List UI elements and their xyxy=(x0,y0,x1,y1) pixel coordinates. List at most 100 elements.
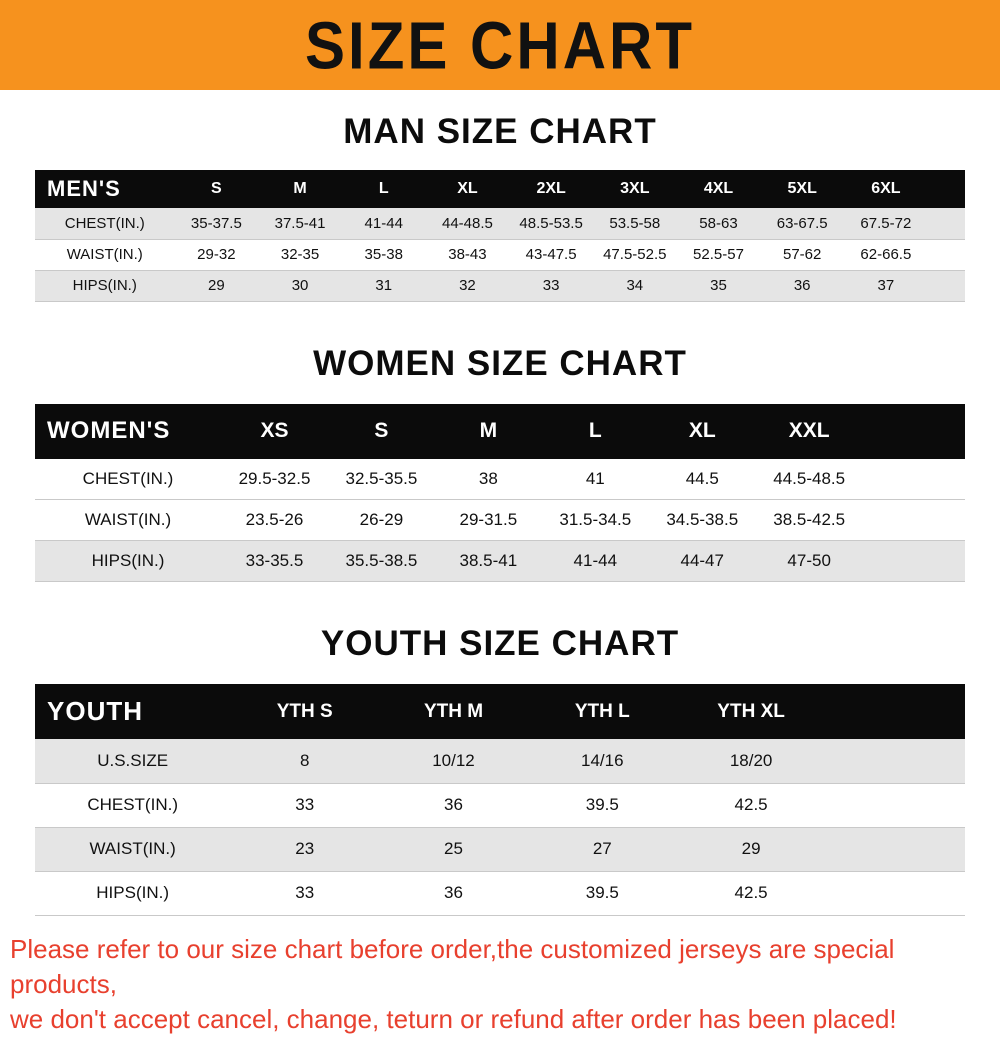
size-header-cell: M xyxy=(258,170,342,208)
size-header-cell: S xyxy=(327,403,435,459)
man-size-chart-heading: MAN SIZE CHART xyxy=(343,112,657,151)
value-cell: 29-32 xyxy=(174,239,259,271)
value-cell: 38.5-42.5 xyxy=(755,499,863,541)
size-header-cell: YTH S xyxy=(230,684,380,739)
value-cell: 57-62 xyxy=(760,239,845,271)
table-row: WAIST(IN.) 29-32 32-35 35-38 38-43 43-47.5 47.… xyxy=(35,239,965,271)
value-cell: 43-47.5 xyxy=(509,239,593,271)
youth-size-chart-heading: YOUTH SIZE CHART xyxy=(320,624,680,663)
size-header-cell: 4XL xyxy=(676,170,761,208)
men-size-table: MEN'S S M L XL 2XL 3XL 4XL 5XL 6XL CHEST(IN.) 35-37… xyxy=(35,170,965,302)
women-size-chart-section: WOMEN SIZE CHART WOMEN'S XS S M L XL XXL CHEST(… xyxy=(0,343,1000,582)
size-header-cell: XS xyxy=(221,403,328,459)
women-size-chart-heading: WOMEN SIZE CHART xyxy=(313,343,687,383)
value-cell: 32-35 xyxy=(258,239,342,271)
size-header-cell: 6XL xyxy=(844,170,928,208)
table-header-row: YOUTH YTH S YTH M YTH L YTH XL xyxy=(35,684,965,739)
value-cell: 27 xyxy=(527,827,677,872)
value-cell: 35-38 xyxy=(341,239,426,271)
table-row: WAIST(IN.) 23 25 27 29 xyxy=(35,827,965,872)
banner: SIZE CHART xyxy=(0,0,1000,90)
row-label-cell: U.S.SIZE xyxy=(35,739,231,784)
header-spacer-cell xyxy=(927,170,965,208)
table-header-row: WOMEN'S XS S M L XL XXL xyxy=(35,403,965,459)
row-spacer-cell xyxy=(825,871,965,916)
value-cell: 41 xyxy=(541,458,649,500)
row-spacer-cell xyxy=(825,783,965,828)
youth-size-table: YOUTH YTH S YTH M YTH L YTH XL U.S.SIZE 8 10/12… xyxy=(35,684,965,916)
size-header-cell: XL xyxy=(648,403,756,459)
size-header-cell: 2XL xyxy=(509,170,593,208)
value-cell: 31.5-34.5 xyxy=(541,499,649,541)
value-cell: 44-48.5 xyxy=(425,208,510,240)
row-label-cell: CHEST(IN.) xyxy=(35,458,222,500)
size-header-cell: L xyxy=(541,403,649,459)
value-cell: 42.5 xyxy=(676,871,826,916)
size-header-cell: 3XL xyxy=(592,170,677,208)
size-header-cell: YTH XL xyxy=(676,684,826,739)
value-cell: 10/12 xyxy=(379,739,528,784)
value-cell: 35-37.5 xyxy=(174,208,259,240)
value-cell: 48.5-53.5 xyxy=(509,208,593,240)
table-row: HIPS(IN.) 33 36 39.5 42.5 xyxy=(35,871,965,916)
value-cell: 36 xyxy=(379,783,528,828)
table-title-cell: WOMEN'S xyxy=(35,403,222,459)
value-cell: 62-66.5 xyxy=(844,239,928,271)
size-header-cell: XL xyxy=(425,170,510,208)
value-cell: 18/20 xyxy=(676,739,826,784)
value-cell: 33 xyxy=(509,270,593,302)
value-cell: 41-44 xyxy=(541,540,649,582)
value-cell: 47.5-52.5 xyxy=(592,239,677,271)
page-title: SIZE CHART xyxy=(305,7,695,83)
value-cell: 67.5-72 xyxy=(844,208,928,240)
value-cell: 41-44 xyxy=(341,208,426,240)
value-cell: 23 xyxy=(230,827,380,872)
row-spacer-cell xyxy=(927,239,965,271)
value-cell: 47-50 xyxy=(755,540,863,582)
value-cell: 44-47 xyxy=(648,540,756,582)
row-label-cell: HIPS(IN.) xyxy=(35,270,175,302)
row-spacer-cell xyxy=(862,458,965,500)
value-cell: 26-29 xyxy=(327,499,435,541)
value-cell: 58-63 xyxy=(676,208,761,240)
value-cell: 35.5-38.5 xyxy=(327,540,435,582)
row-label-cell: WAIST(IN.) xyxy=(35,499,222,541)
size-header-cell: XXL xyxy=(755,403,863,459)
value-cell: 32.5-35.5 xyxy=(327,458,435,500)
value-cell: 31 xyxy=(341,270,426,302)
table-row: HIPS(IN.) 33-35.5 35.5-38.5 38.5-41 41-44 44-… xyxy=(35,540,965,582)
table-row: CHEST(IN.) 35-37.5 37.5-41 41-44 44-48.5 48.5… xyxy=(35,208,965,240)
row-spacer-cell xyxy=(862,499,965,541)
row-spacer-cell xyxy=(825,827,965,872)
table-header-row: MEN'S S M L XL 2XL 3XL 4XL 5XL 6XL xyxy=(35,170,965,208)
size-header-cell: S xyxy=(174,170,259,208)
value-cell: 33-35.5 xyxy=(221,540,328,582)
value-cell: 14/16 xyxy=(527,739,677,784)
table-row: HIPS(IN.) 29 30 31 32 33 34 35 36 37 xyxy=(35,270,965,302)
women-size-table: WOMEN'S XS S M L XL XXL CHEST(IN.) 29.5-32.5 32.5… xyxy=(35,403,965,582)
row-label-cell: HIPS(IN.) xyxy=(35,871,231,916)
value-cell: 38 xyxy=(434,458,542,500)
value-cell: 44.5 xyxy=(648,458,756,500)
disclaimer-line-2: we don't accept cancel, change, teturn o… xyxy=(10,1003,897,1034)
row-label-cell: HIPS(IN.) xyxy=(35,540,222,582)
table-title-cell: YOUTH xyxy=(35,684,231,739)
value-cell: 34.5-38.5 xyxy=(648,499,756,541)
table-row: CHEST(IN.) 29.5-32.5 32.5-35.5 38 41 44.5 44.5… xyxy=(35,458,965,500)
size-header-cell: 5XL xyxy=(760,170,845,208)
row-label-cell: CHEST(IN.) xyxy=(35,208,175,240)
row-label-cell: WAIST(IN.) xyxy=(35,827,231,872)
value-cell: 33 xyxy=(230,871,380,916)
disclaimer: Please refer to our size chart before or… xyxy=(0,932,1000,1037)
table-title-cell: MEN'S xyxy=(35,170,175,208)
table-row: CHEST(IN.) 33 36 39.5 42.5 xyxy=(35,783,965,828)
header-spacer-cell xyxy=(825,684,965,739)
value-cell: 39.5 xyxy=(527,871,677,916)
man-size-chart-section: MAN SIZE CHART MEN'S S M L XL 2XL 3XL 4XL 5XL 6XL… xyxy=(0,112,1000,302)
value-cell: 44.5-48.5 xyxy=(755,458,863,500)
value-cell: 30 xyxy=(258,270,342,302)
value-cell: 8 xyxy=(230,739,380,784)
value-cell: 29 xyxy=(676,827,826,872)
table-row: U.S.SIZE 8 10/12 14/16 18/20 xyxy=(35,739,965,784)
